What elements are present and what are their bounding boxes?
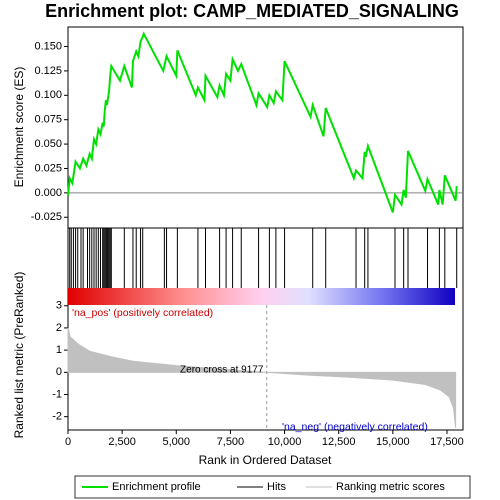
legend-label: Enrichment profile xyxy=(112,481,201,493)
es-tick-label: 0.075 xyxy=(34,114,62,126)
x-tick-label: 12,500 xyxy=(322,436,356,448)
es-tick-label: 0.100 xyxy=(34,89,62,101)
metric-axis-label: Ranked list metric (PreRanked) xyxy=(12,272,26,439)
x-tick-label: 15,000 xyxy=(376,436,410,448)
zero-cross-label: Zero cross at 9177 xyxy=(180,365,264,376)
metric-tick-label: 3 xyxy=(56,300,62,312)
metric-tick-label: -1 xyxy=(52,388,62,400)
color-band xyxy=(68,288,455,305)
es-line xyxy=(67,31,458,213)
metric-tick-label: 0 xyxy=(56,366,62,378)
legend-label: Hits xyxy=(267,481,286,493)
metric-tick-label: 1 xyxy=(56,344,62,356)
es-tick-label: 0.150 xyxy=(34,40,62,52)
es-tick-label: 0.025 xyxy=(34,162,62,174)
legend-label: Ranking metric scores xyxy=(336,481,445,493)
pos-label: 'na_pos' (positively correlated) xyxy=(72,307,213,319)
es-tick-label: 0.125 xyxy=(34,65,62,77)
x-tick-label: 7,500 xyxy=(217,436,245,448)
legend xyxy=(74,475,471,499)
es-frame xyxy=(67,26,464,229)
x-tick-label: 5,000 xyxy=(163,436,191,448)
metric-tick-label: -2 xyxy=(52,411,62,423)
es-tick-label: -0.025 xyxy=(31,211,62,223)
chart-title: Enrichment plot: CAMP_MEDIATED_SIGNALING xyxy=(45,1,459,21)
es-tick-label: 0.000 xyxy=(34,187,62,199)
x-tick-label: 2,500 xyxy=(108,436,136,448)
x-tick-label: 0 xyxy=(65,436,71,448)
neg-label: 'na_neg' (negatively correlated) xyxy=(282,421,428,433)
x-axis-label: Rank in Ordered Dataset xyxy=(199,453,332,467)
x-tick-label: 17,500 xyxy=(430,436,464,448)
es-axis-label: Enrichment score (ES) xyxy=(12,67,26,188)
metric-tick-label: 2 xyxy=(56,322,62,334)
x-tick-label: 10,000 xyxy=(268,436,302,448)
metric-area xyxy=(67,327,457,428)
es-tick-label: 0.050 xyxy=(34,138,62,150)
